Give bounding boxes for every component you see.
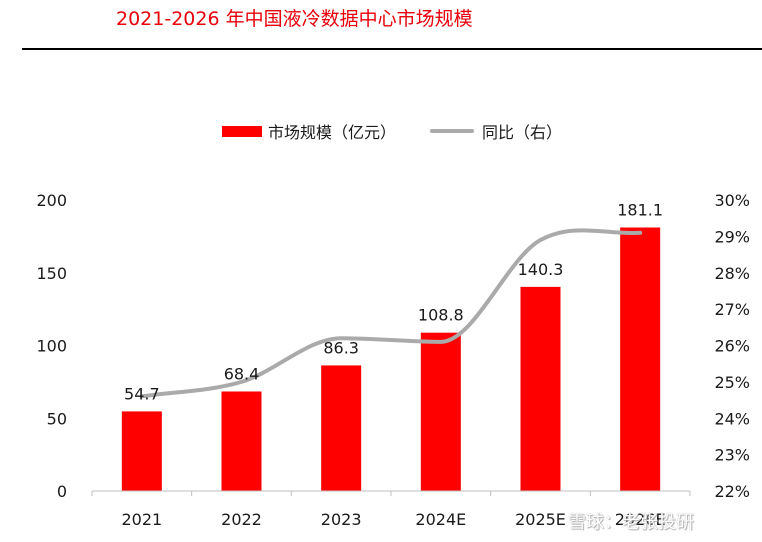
legend-label-line: 同比（右）	[482, 123, 563, 142]
bar-2022	[221, 391, 262, 491]
y-right-tick-label: 24%	[714, 409, 750, 428]
y-right-tick-label: 26%	[714, 337, 750, 356]
y-right-tick-label: 29%	[714, 227, 750, 246]
data-label-2025E: 140.3	[518, 260, 564, 279]
data-label-2021: 54.7	[124, 384, 160, 403]
data-label-2022: 68.4	[224, 364, 260, 383]
y-right-tick-label: 30%	[714, 191, 750, 210]
bar-2021	[121, 411, 162, 491]
x-tick-label-2022: 2022	[221, 510, 262, 529]
bar-2023	[321, 365, 362, 491]
data-label-2026E: 181.1	[617, 200, 663, 219]
watermark-text: 雪球：老张投研	[568, 512, 694, 533]
y-left-tick-label: 150	[36, 264, 67, 283]
bar-2026E	[620, 227, 661, 491]
data-label-2023: 86.3	[323, 338, 359, 357]
y-right-tick-label: 27%	[714, 300, 750, 319]
y-right-tick-label: 22%	[714, 482, 750, 501]
legend: 市场规模（亿元） 同比（右）	[222, 119, 562, 143]
yoy-line	[139, 228, 643, 399]
x-tick-label-2024E: 2024E	[415, 510, 466, 529]
x-tick-label-2025E: 2025E	[515, 510, 566, 529]
chart-title: 2021-2026 年中国液冷数据中心市场规模	[116, 8, 473, 30]
y-left-tick-label: 200	[36, 191, 67, 210]
bar-2024E	[420, 332, 461, 491]
title-divider	[22, 48, 762, 50]
y-right-tick-label: 25%	[714, 373, 750, 392]
y-left-tick-label: 50	[47, 409, 67, 428]
y-right-tick-label: 28%	[714, 264, 750, 283]
legend-swatch-bar	[222, 125, 262, 137]
x-tick-label-2026E: 2026E	[615, 510, 666, 529]
y-left-tick-label: 0	[57, 482, 67, 501]
x-tick-label-2023: 2023	[321, 510, 362, 529]
legend-label-bar: 市场规模（亿元）	[268, 123, 397, 142]
bar-2025E	[520, 286, 561, 491]
y-right-tick-label: 23%	[714, 446, 750, 465]
y-left-tick-label: 100	[36, 337, 67, 356]
x-tick-label-2021: 2021	[121, 510, 162, 529]
data-label-2024E: 108.8	[418, 306, 464, 325]
legend-swatch-line	[430, 129, 475, 133]
